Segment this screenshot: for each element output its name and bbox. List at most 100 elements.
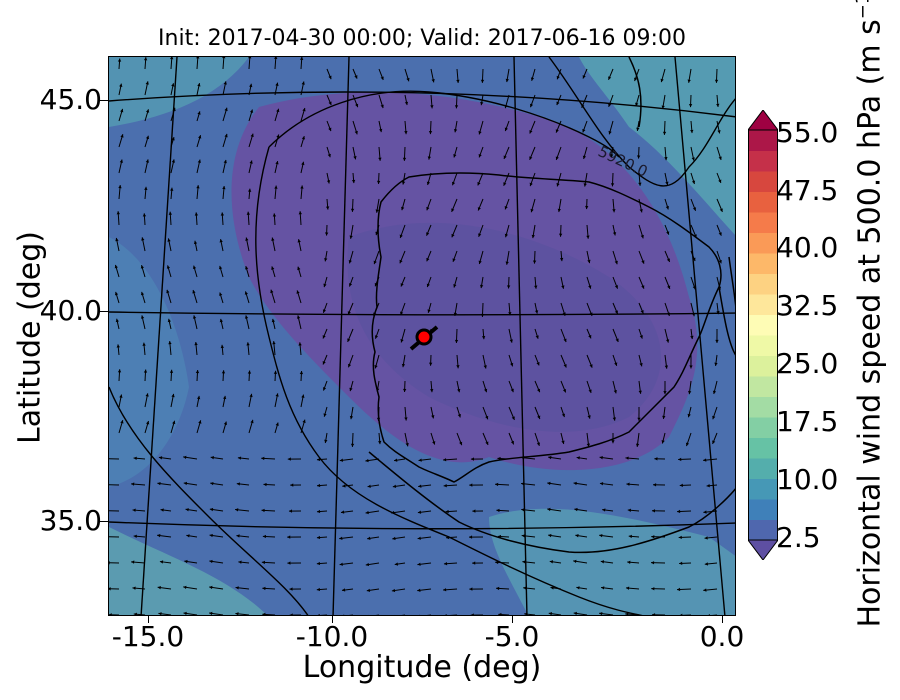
colorbar-band <box>748 458 778 479</box>
wind-arrow <box>274 57 278 70</box>
wind-arrow <box>343 614 353 615</box>
wind-arrow <box>115 318 120 330</box>
wind-arrow <box>685 432 692 447</box>
wind-arrow <box>430 68 435 83</box>
location-marker-layer <box>409 325 439 351</box>
wind-arrow <box>689 354 693 369</box>
ytick-mark <box>100 311 108 312</box>
wind-arrow <box>222 107 228 122</box>
ytick-label: 45.0 <box>39 83 102 116</box>
wind-arrow <box>712 380 718 395</box>
ytick-mark <box>100 521 108 522</box>
wind-arrow <box>220 212 225 226</box>
wind-arrow <box>679 613 691 615</box>
wind-arrow <box>557 198 562 213</box>
wind-arrow <box>183 455 198 460</box>
wind-arrow <box>374 328 380 339</box>
wind-arrow <box>482 380 488 393</box>
wind-arrow <box>374 354 380 369</box>
wind-arrow <box>118 185 122 200</box>
wind-arrow <box>349 224 354 239</box>
wind-arrow <box>144 420 150 434</box>
wind-arrow <box>714 68 719 83</box>
wind-arrow <box>599 611 614 615</box>
wind-arrow <box>443 458 458 462</box>
wind-arrow <box>248 83 253 96</box>
wind-arrow <box>144 81 149 96</box>
wind-arrow <box>350 198 355 212</box>
wind-arrow <box>300 394 305 408</box>
wind-arrow <box>625 612 640 615</box>
wind-arrow <box>133 612 146 615</box>
wind-arrow <box>391 510 406 515</box>
wind-arrow <box>443 588 458 592</box>
wind-arrow <box>664 224 670 235</box>
wind-arrow <box>273 370 278 382</box>
colorbar-title-main: Horizontal wind speed at 500.0 hPa (m s <box>852 19 888 628</box>
wind-arrow <box>399 224 406 239</box>
wind-arrow <box>118 394 123 408</box>
wind-arrow <box>132 508 146 512</box>
location-marker[interactable] <box>415 328 433 346</box>
wind-arrow <box>274 160 279 174</box>
wind-arrow <box>297 266 302 278</box>
wind-arrow <box>599 456 614 460</box>
colorbar-extend-max <box>748 110 778 131</box>
wind-arrow <box>521 508 536 512</box>
xtick-label: -10.0 <box>295 620 369 653</box>
wind-arrow <box>716 198 723 213</box>
wind-arrow <box>118 159 123 174</box>
wind-arrow <box>456 380 461 393</box>
wind-arrow <box>144 393 149 408</box>
wind-arrow <box>573 481 588 486</box>
wind-arrow <box>287 457 302 461</box>
wind-arrow <box>704 536 718 540</box>
wind-arrow <box>247 188 252 200</box>
wind-arrow <box>453 120 458 133</box>
wind-arrow <box>612 354 618 367</box>
wind-arrow <box>703 510 718 514</box>
wind-arrow <box>404 120 408 135</box>
wind-arrow <box>183 611 198 615</box>
wind-arrow <box>574 507 588 512</box>
wind-arrow <box>716 172 722 184</box>
wind-arrow <box>549 560 562 564</box>
wind-arrow <box>581 94 588 109</box>
wind-arrow <box>495 482 510 487</box>
wind-arrow <box>690 250 696 262</box>
wind-arrow <box>170 136 175 148</box>
wind-arrow <box>690 172 696 185</box>
colorbar-band <box>748 478 778 500</box>
wind-arrow <box>661 94 666 109</box>
wind-arrow <box>576 456 588 460</box>
wind-arrow <box>365 458 380 463</box>
wind-arrow <box>222 133 228 148</box>
colorbar-band <box>748 396 778 418</box>
wind-arrow <box>316 483 328 488</box>
wind-arrow <box>236 534 250 538</box>
wind-arrow <box>664 172 669 186</box>
wind-arrow <box>289 587 302 591</box>
wind-arrow <box>132 586 146 590</box>
wind-arrow <box>404 432 409 447</box>
wind-arrow <box>690 276 696 290</box>
wind-arrow <box>650 561 666 565</box>
wind-arrow <box>555 120 562 133</box>
wind-arrow <box>324 224 329 236</box>
wind-arrow <box>612 328 619 343</box>
wind-arrow <box>109 561 120 565</box>
wind-arrow <box>144 109 150 122</box>
colorbar-tick-label: 2.5 <box>776 521 821 554</box>
colorbar-frame <box>748 129 778 541</box>
wind-arrow <box>376 172 381 184</box>
wind-arrow <box>170 393 175 408</box>
wind-arrow <box>550 586 562 590</box>
wind-arrow <box>157 533 172 538</box>
colorbar-tick-label: 55.0 <box>776 116 839 149</box>
wind-arrow <box>638 172 642 186</box>
wind-arrow <box>248 133 254 148</box>
map-panel[interactable]: 5920.0 <box>108 56 736 616</box>
wind-arrow <box>235 612 250 615</box>
wind-arrow <box>118 134 124 148</box>
wind-arrow <box>222 159 227 174</box>
